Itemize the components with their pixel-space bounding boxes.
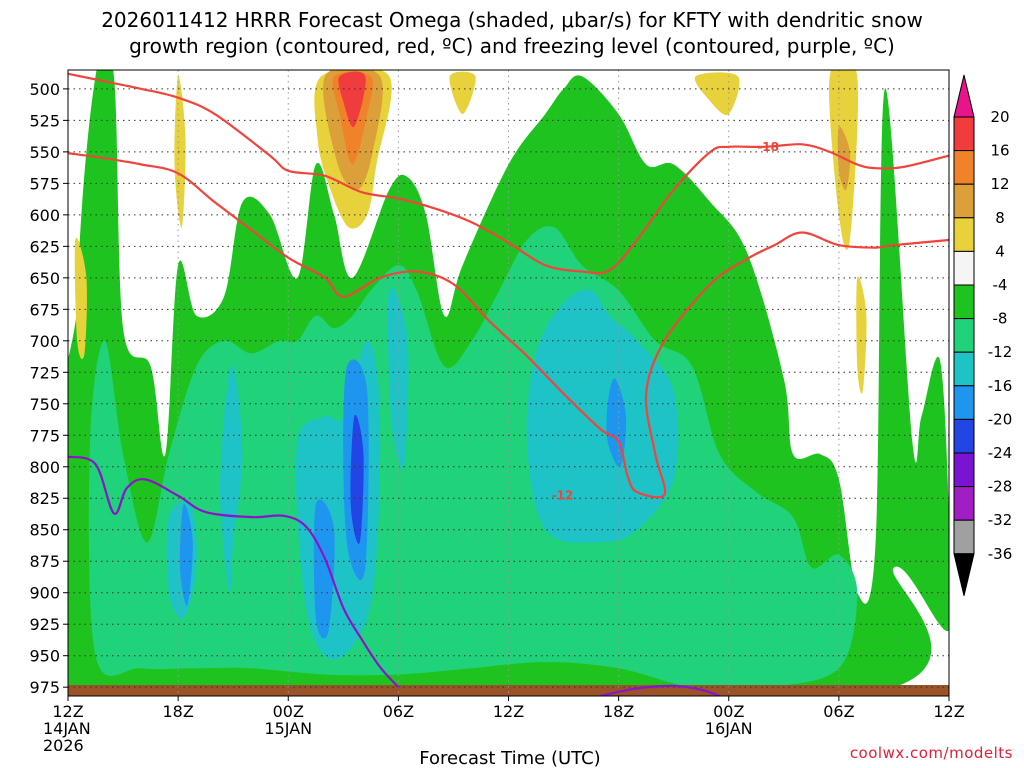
colorbar-bin-9 [953, 418, 975, 454]
ground-layer [68, 685, 949, 696]
grid [68, 70, 949, 696]
colorbar-bin-8 [953, 385, 975, 420]
y-tick-label-575: 575 [29, 174, 60, 193]
y-tick-label-775: 775 [29, 426, 60, 445]
y-tick-label-900: 900 [29, 584, 60, 603]
colorbar-label-1: 16 [990, 142, 1009, 160]
colorbar-label-9: -20 [988, 410, 1013, 428]
x-tick-label-5-0: 18Z [603, 702, 634, 721]
omega-region-23 [856, 276, 867, 394]
colorbar-bin-5 [953, 284, 975, 320]
colorbar-label-12: -32 [988, 511, 1013, 529]
colorbar-bin-6 [953, 318, 975, 353]
y-tick-label-625: 625 [29, 237, 60, 256]
y-tick-label-950: 950 [29, 647, 60, 666]
y-tick-label-650: 650 [29, 269, 60, 288]
omega-region-18 [74, 237, 87, 360]
x-tick-label-2-0: 00Z [273, 702, 304, 721]
colorbar: 20 16 12 8 4 -4 -8 -12 -16 -20 -24 -28 -32 -36 [953, 74, 1013, 596]
y-tick-label-975: 975 [29, 678, 60, 697]
y-tick-label-800: 800 [29, 458, 60, 477]
dgz-contours [68, 72, 949, 499]
colorbar-bin-0 [953, 116, 975, 152]
x-tick-label-0-2: 2026 [43, 736, 84, 755]
y-tick-label-825: 825 [29, 489, 60, 508]
colorbar-bin-7 [953, 351, 975, 387]
x-tick-label-1-0: 18Z [162, 702, 193, 721]
y-tick-label-725: 725 [29, 363, 60, 382]
colorbar-label-2: 12 [990, 175, 1009, 193]
y-tick-label-550: 550 [29, 143, 60, 162]
omega-region-1 [88, 226, 858, 690]
x-tick-label-4-0: 12Z [493, 702, 524, 721]
y-tick-label-750: 750 [29, 395, 60, 414]
colorbar-label-4: 4 [995, 242, 1005, 260]
omega-region-17 [174, 76, 186, 228]
colorbar-label-6: -8 [993, 310, 1008, 328]
colorbar-label-10: -24 [988, 444, 1013, 462]
x-tick-label-6-0: 00Z [713, 702, 744, 721]
colorbar-label-13: -36 [988, 545, 1013, 563]
colorbar-label-5: -4 [993, 276, 1008, 294]
dgz-contour-label-0: -12 [552, 489, 574, 503]
y-tick-label-525: 525 [29, 111, 60, 130]
omega-region-9 [313, 499, 335, 639]
colorbar-bin-2 [953, 183, 975, 219]
colorbar-label-0: 20 [990, 108, 1009, 126]
omega-shading [68, 70, 949, 696]
colorbar-top-cap [953, 74, 975, 118]
dgz-contour--18 [68, 72, 949, 275]
y-axis: 500 525 550 575 600 625 650 675 700 725 750 775 800 8… [29, 80, 68, 697]
x-axis-title: Forecast Time (UTC) [419, 748, 600, 768]
omega-region-11 [350, 414, 364, 544]
chart-title-line-1: 2026011412 HRRR Forecast Omega (shaded, … [101, 8, 923, 32]
credit-text[interactable]: coolwx.com/modelts [850, 744, 1013, 762]
omega-region-3 [220, 365, 243, 594]
y-tick-label-875: 875 [29, 552, 60, 571]
y-tick-label-925: 925 [29, 615, 60, 634]
colorbar-label-3: 8 [995, 209, 1005, 227]
freezing-level-line-1 [600, 684, 720, 696]
x-tick-label-2-1: 15JAN [264, 719, 312, 738]
x-tick-label-6-1: 16JAN [705, 719, 753, 738]
dgz-contour--12 [68, 152, 949, 499]
y-tick-label-700: 700 [29, 332, 60, 351]
freezing-level-contours [68, 455, 720, 696]
colorbar-bin-11 [953, 486, 975, 521]
contour-labels: -12 -18 [552, 140, 779, 503]
ground-surface [68, 685, 949, 696]
omega-region-16 [341, 73, 361, 102]
x-tick-label-7-0: 06Z [823, 702, 854, 721]
colorbar-bin-4 [953, 250, 975, 286]
x-tick-label-0-1: 14JAN [43, 719, 91, 738]
omega-region-22 [449, 71, 476, 115]
chart-title-line-2: growth region (contoured, red, ºC) and f… [129, 34, 895, 58]
freezing-level-line-0 [68, 455, 400, 688]
omega-region-2 [526, 289, 679, 543]
y-tick-label-675: 675 [29, 300, 60, 319]
colorbar-label-8: -16 [988, 377, 1013, 395]
colorbar-bin-3 [953, 217, 975, 252]
x-tick-label-3-0: 06Z [383, 702, 414, 721]
x-tick-label-0-0: 12Z [52, 702, 83, 721]
colorbar-bin-12 [953, 519, 975, 555]
colorbar-label-7: -12 [988, 343, 1013, 361]
colorbar-label-11: -28 [988, 478, 1013, 496]
dgz-contour-label-1: -18 [757, 140, 779, 154]
colorbar-bin-10 [953, 452, 975, 488]
x-tick-label-8-0: 12Z [933, 702, 964, 721]
y-tick-label-500: 500 [29, 80, 60, 99]
colorbar-bin-1 [953, 150, 975, 185]
y-tick-label-850: 850 [29, 521, 60, 540]
colorbar-bottom-cap [953, 553, 975, 596]
y-tick-label-600: 600 [29, 206, 60, 225]
